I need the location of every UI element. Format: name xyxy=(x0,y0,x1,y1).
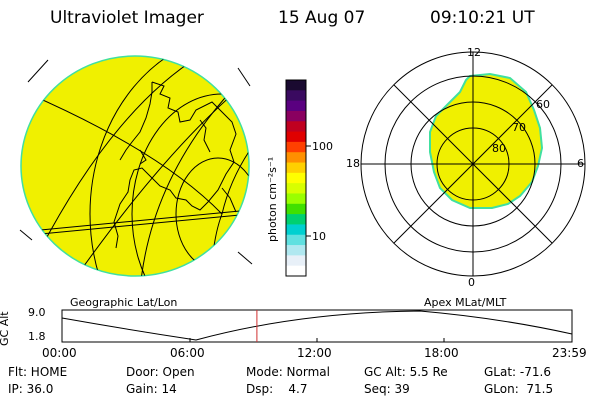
altitude-plot-frame xyxy=(61,309,573,343)
colorbar-swatch xyxy=(286,214,306,226)
colorbar-unit-label: photon cm⁻²s⁻¹ xyxy=(266,156,279,242)
colorbar-swatch xyxy=(286,162,306,174)
colorbar-swatch xyxy=(286,121,306,133)
altitude-axis-label: GC Alt xyxy=(0,311,11,346)
status-glat: GLat: -71.6 xyxy=(484,365,551,379)
mlt-label-6: 6 xyxy=(577,157,584,170)
colorbar-swatch xyxy=(286,100,306,112)
mlt-label-18: 18 xyxy=(346,157,360,170)
apex-panel-label: Apex MLat/MLT xyxy=(424,296,507,309)
y-tick-label-9: 9.0 xyxy=(28,306,46,319)
parallel-line xyxy=(21,213,249,237)
status-mode: Mode: Normal xyxy=(246,365,330,379)
colorbar-swatch xyxy=(286,183,306,195)
mlt-label-0: 0 xyxy=(468,276,475,289)
status-door: Door: Open xyxy=(126,365,195,379)
coastline-detail xyxy=(199,119,237,213)
lat-label-80: 80 xyxy=(492,142,506,155)
status-gain: Gain: 14 xyxy=(126,382,177,396)
meridian xyxy=(21,89,223,215)
colorbar-swatch xyxy=(286,80,306,91)
image-time: 09:10:21 UT xyxy=(430,8,535,28)
apex-polar-panel xyxy=(360,51,586,277)
colorbar-swatch xyxy=(286,203,306,215)
x-tick-label: 23:59 xyxy=(552,346,587,360)
meridian xyxy=(221,149,249,215)
frame-line xyxy=(237,251,253,265)
geographic-auroral-image xyxy=(20,55,250,277)
colorbar-swatch xyxy=(286,234,306,246)
x-tick-label: 12:00 xyxy=(297,346,332,360)
colorbar-swatch xyxy=(286,141,306,153)
colorbar-tick-label-100: 100 xyxy=(312,140,333,153)
colorbar-swatch xyxy=(286,245,306,256)
frame-line xyxy=(19,229,33,241)
colorbar-tick-label-10: 10 xyxy=(312,230,326,243)
latitude-circle xyxy=(89,56,249,276)
lat-label-70: 70 xyxy=(512,121,526,134)
colorbar-swatch xyxy=(286,172,306,184)
colorbar-swatch xyxy=(286,193,306,205)
polar-diagonal xyxy=(393,84,553,244)
meridian xyxy=(139,89,233,276)
meridian xyxy=(39,56,249,251)
colorbar-swatch xyxy=(286,265,306,277)
status-glon: GLon: 71.5 xyxy=(484,382,554,396)
x-tick-label: 00:00 xyxy=(42,346,77,360)
status-seq: Seq: 39 xyxy=(364,382,410,396)
frame-line xyxy=(27,59,49,83)
frame-line xyxy=(237,67,251,87)
instrument-title: Ultraviolet Imager xyxy=(50,8,204,28)
polar-auroral-image xyxy=(429,72,544,209)
colorbar-swatch xyxy=(286,224,306,236)
altitude-curve xyxy=(61,310,573,341)
colorbar-swatch xyxy=(286,152,306,164)
mlt-label-12: 12 xyxy=(467,46,481,59)
geographic-panel xyxy=(19,55,253,277)
x-tick-label: 06:00 xyxy=(170,346,205,360)
lat-label-60: 60 xyxy=(536,98,550,111)
altitude-plot xyxy=(61,309,573,343)
colorbar-swatch xyxy=(286,131,306,143)
y-tick-label-1-8: 1.8 xyxy=(28,330,46,343)
geographic-panel-label: Geographic Lat/Lon xyxy=(70,296,178,309)
x-tick-label: 18:00 xyxy=(424,346,459,360)
parallel-line xyxy=(21,209,249,233)
status-gc-alt: GC Alt: 5.5 Re xyxy=(364,365,448,379)
status-ip: IP: 36.0 xyxy=(8,382,54,396)
colorbar xyxy=(285,79,307,277)
colorbar-swatch xyxy=(286,255,306,267)
status-flight: Flt: HOME xyxy=(8,365,68,379)
colorbar-frame xyxy=(285,79,307,277)
colorbar-swatch xyxy=(286,90,306,102)
status-dsp: Dsp: 4.7 xyxy=(246,382,308,396)
colorbar-swatch xyxy=(286,110,306,122)
image-date: 15 Aug 07 xyxy=(278,8,366,28)
